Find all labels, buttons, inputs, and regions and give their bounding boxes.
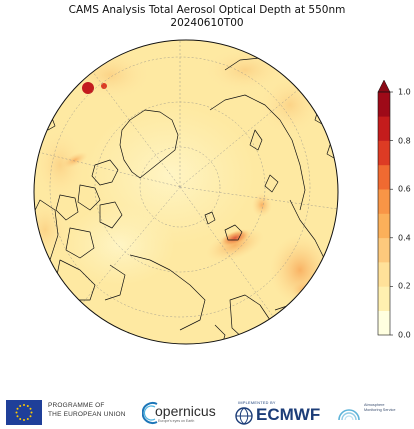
colorbar-segment [378,262,390,287]
colorbar-segment [378,140,390,166]
eu-programme-text: PROGRAMME OF THE EUROPEAN UNION [48,401,126,419]
colorbar-tick-label: 0.2 [398,281,411,291]
colorbar-segment [378,310,390,336]
copernicus-logo: opernicus Europe's eyes on Earth [142,398,232,426]
colorbar-segment [378,213,390,239]
colorbar [378,92,390,336]
colorbar-frame [377,91,391,336]
colorbar-extend-arrow [377,79,391,93]
colorbar-tick-label: 0.6 [398,184,411,194]
chart-title: CAMS Analysis Total Aerosol Optical Dept… [0,4,414,30]
colorbar-segment [378,92,390,117]
colorbar-tick-label: 0.0 [398,330,411,340]
colorbar-segment [378,189,390,214]
ecmwf-globe-icon [235,407,253,425]
colorbar-segment [378,286,390,311]
aod-field [34,40,338,344]
title-line-2: 20240610T00 [170,17,244,29]
copernicus-wordmark: opernicus [155,403,216,419]
cams-text-line-2: Monitoring Service [364,408,396,412]
cams-text-line-1: Atmosphere [364,403,385,407]
colorbar-tick-label: 0.8 [398,136,411,146]
cams-logo-icon [338,409,360,421]
graticule [34,40,338,341]
eu-text-line-2: THE EUROPEAN UNION [48,411,126,418]
copernicus-c-icon [142,402,158,424]
footer-logos: PROGRAMME OF THE EUROPEAN UNION opernicu… [0,392,414,429]
map-figure [33,39,393,345]
title-line-1: CAMS Analysis Total Aerosol Optical Dept… [68,4,346,16]
fire-hotspot [82,82,94,94]
ecmwf-wordmark: ECMWF [256,405,321,424]
colorbar-tick-label: 0.4 [398,233,411,243]
colorbar-segment [378,164,390,190]
colorbar-segment [378,116,390,141]
map-outline [33,39,339,345]
colorbar-segment [378,237,390,263]
colorbar-tick-label: 1.0 [398,87,411,97]
eu-text-line-1: PROGRAMME OF [48,402,105,409]
ecmwf-implemented-by: IMPLEMENTED BY [238,401,276,405]
cams-text: Atmosphere Monitoring Service [364,403,395,413]
eu-flag-icon [6,400,42,425]
copernicus-tagline: Europe's eyes on Earth [158,419,195,423]
